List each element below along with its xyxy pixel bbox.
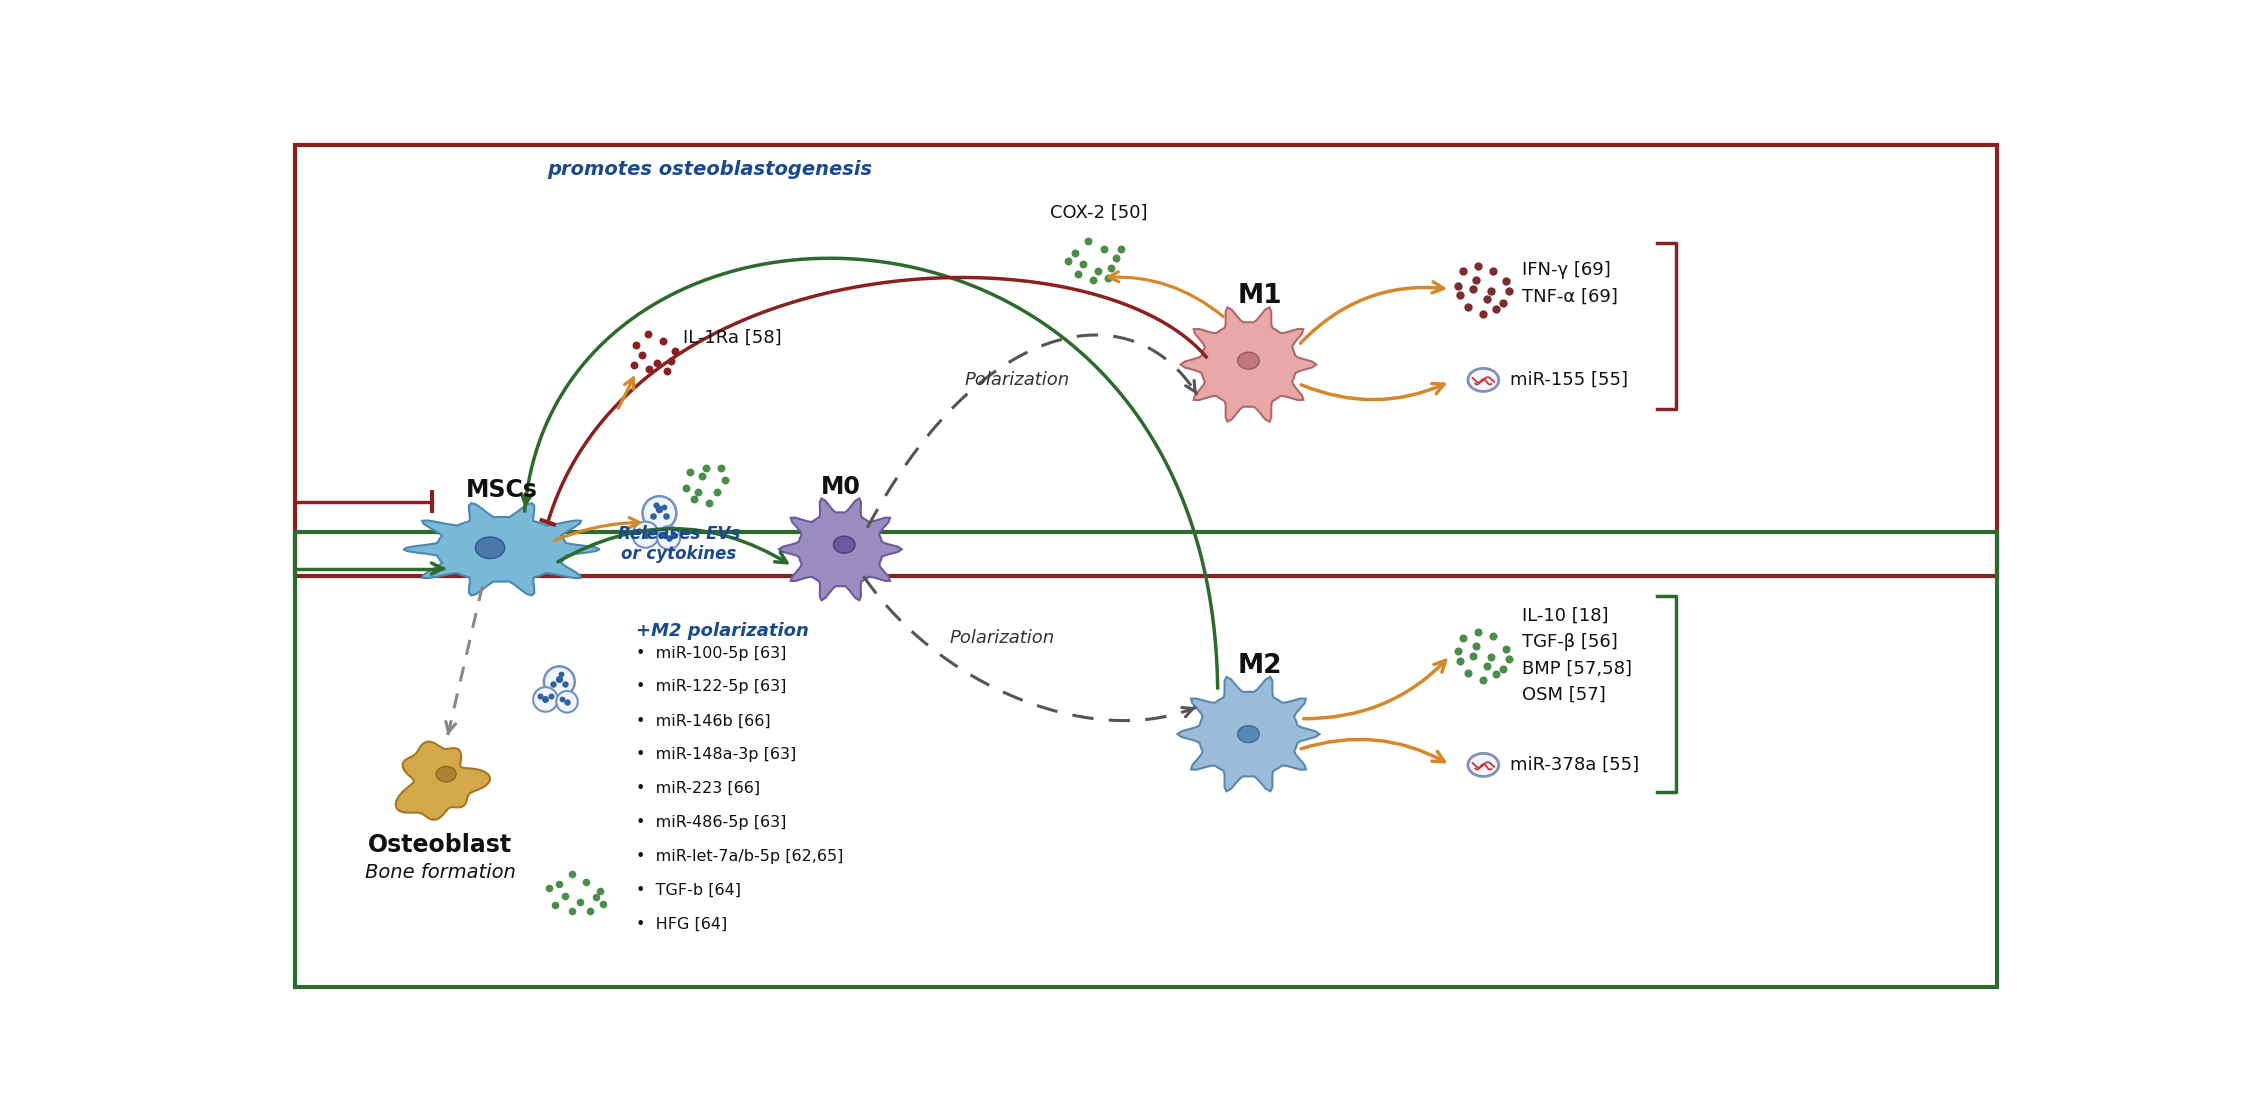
Point: [1442, 652, 1478, 670]
Point: [635, 507, 671, 525]
Point: [648, 507, 684, 525]
Point: [1465, 671, 1501, 689]
Point: [684, 468, 720, 486]
Point: [1095, 260, 1130, 278]
Point: [1449, 664, 1485, 681]
Text: •  HFG [64]: • HFG [64]: [637, 916, 727, 932]
Text: •  miR-148a-3p [63]: • miR-148a-3p [63]: [637, 747, 796, 762]
Text: Osteoblast: Osteoblast: [368, 833, 511, 857]
Polygon shape: [1180, 308, 1317, 422]
Point: [657, 341, 693, 359]
Text: +M2 polarization: +M2 polarization: [637, 622, 810, 640]
Point: [1489, 640, 1525, 658]
Point: [1056, 244, 1092, 262]
Text: M1: M1: [1238, 283, 1283, 309]
Point: [1104, 241, 1139, 258]
Text: MSCs: MSCs: [467, 478, 538, 501]
Polygon shape: [395, 742, 489, 820]
Ellipse shape: [1238, 352, 1258, 369]
Point: [1444, 262, 1480, 280]
Text: •  miR-100-5p [63]: • miR-100-5p [63]: [637, 646, 787, 660]
Point: [624, 346, 659, 364]
Circle shape: [633, 521, 659, 548]
Ellipse shape: [1467, 368, 1498, 392]
Polygon shape: [404, 504, 599, 595]
Circle shape: [534, 687, 559, 712]
Text: •  miR-486-5p [63]: • miR-486-5p [63]: [637, 815, 787, 830]
Ellipse shape: [1467, 753, 1498, 777]
Point: [675, 490, 711, 508]
Point: [1478, 300, 1514, 318]
Point: [1442, 286, 1478, 304]
Bar: [296, 145, 1996, 576]
Ellipse shape: [476, 537, 505, 558]
Point: [673, 463, 709, 481]
Point: [1474, 648, 1510, 666]
Point: [635, 523, 671, 540]
Point: [1440, 278, 1476, 295]
Point: [691, 495, 727, 513]
Bar: [296, 533, 1996, 987]
Polygon shape: [778, 498, 902, 600]
Point: [563, 893, 599, 911]
Point: [1074, 271, 1110, 289]
Point: [538, 896, 574, 914]
Point: [1474, 282, 1510, 300]
Point: [702, 460, 738, 478]
Point: [543, 665, 579, 683]
Point: [639, 354, 675, 372]
Point: [1476, 627, 1512, 645]
Point: [547, 675, 583, 693]
Point: [1090, 270, 1126, 288]
Point: [1456, 647, 1492, 665]
Point: [630, 325, 666, 342]
Point: [1460, 257, 1496, 275]
Point: [1070, 233, 1106, 251]
Point: [1440, 642, 1476, 660]
Polygon shape: [1178, 677, 1319, 791]
Point: [1458, 637, 1494, 655]
Point: [633, 360, 668, 378]
Point: [554, 865, 590, 883]
Circle shape: [556, 692, 579, 713]
Point: [1469, 657, 1505, 675]
Point: [534, 687, 570, 705]
Ellipse shape: [435, 767, 455, 782]
Point: [585, 894, 621, 912]
Point: [646, 498, 682, 516]
Point: [668, 479, 704, 497]
Circle shape: [657, 526, 680, 549]
Point: [1485, 294, 1521, 312]
Point: [583, 882, 619, 900]
Text: •  miR-let-7a/b-5p [62,65]: • miR-let-7a/b-5p [62,65]: [637, 849, 843, 864]
Text: IFN-γ [69]
TNF-α [69]: IFN-γ [69] TNF-α [69]: [1521, 262, 1617, 305]
Point: [1492, 650, 1527, 668]
Point: [646, 332, 682, 350]
Point: [1478, 665, 1514, 683]
Text: Polarization: Polarization: [964, 370, 1070, 389]
Point: [1485, 660, 1521, 678]
Point: [541, 669, 576, 687]
Point: [641, 500, 677, 518]
Point: [1492, 282, 1527, 300]
Circle shape: [545, 666, 574, 697]
Text: Polarization: Polarization: [949, 629, 1054, 647]
Point: [1465, 305, 1501, 323]
Point: [1476, 262, 1512, 280]
Point: [579, 888, 615, 906]
Point: [523, 687, 559, 705]
Point: [655, 525, 691, 543]
Point: [1099, 250, 1135, 267]
Point: [554, 902, 590, 920]
Point: [650, 529, 686, 547]
Text: •  miR-223 [66]: • miR-223 [66]: [637, 781, 760, 796]
Text: miR-378a [55]: miR-378a [55]: [1510, 756, 1640, 774]
Text: •  TGF-b [64]: • TGF-b [64]: [637, 883, 742, 897]
Point: [1065, 255, 1101, 273]
Point: [680, 482, 716, 500]
Point: [628, 526, 664, 544]
Text: miR-155 [55]: miR-155 [55]: [1510, 370, 1628, 389]
Point: [1059, 265, 1095, 283]
Point: [532, 880, 567, 897]
Point: [572, 902, 608, 920]
